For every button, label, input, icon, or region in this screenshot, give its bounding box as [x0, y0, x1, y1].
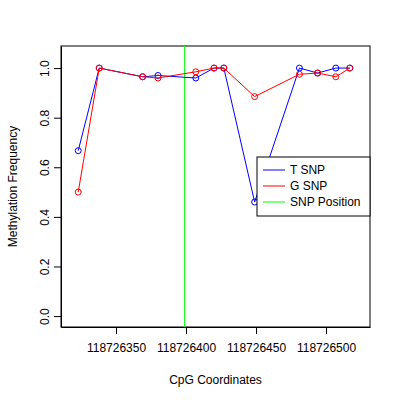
series-point	[333, 65, 339, 71]
legend-box	[257, 157, 370, 216]
x-tick: 118726400	[157, 327, 217, 355]
x-tick-mark	[326, 327, 327, 334]
series-point	[315, 70, 321, 76]
series-point	[155, 75, 161, 81]
x-tick-label: 118726450	[227, 341, 287, 355]
y-tick-mark	[54, 266, 61, 267]
y-tick-label: 0.6	[38, 159, 52, 176]
y-tick-mark	[54, 118, 61, 119]
y-tick-mark	[54, 316, 61, 317]
y-axis-title: Methylation Frequency	[6, 126, 20, 247]
snp-position-line	[184, 46, 185, 327]
legend-label: G SNP	[290, 179, 327, 193]
x-tick-label: 118726350	[87, 341, 147, 355]
legend-label: SNP Position	[290, 195, 360, 209]
y-tick: 0.6	[38, 159, 61, 176]
series-point	[193, 69, 199, 75]
series-point	[333, 74, 339, 80]
y-tick-mark	[54, 68, 61, 69]
x-tick-mark	[116, 327, 117, 334]
y-tick: 0.2	[38, 258, 61, 275]
y-tick-label: 0.0	[38, 308, 52, 325]
y-tick-mark	[54, 167, 61, 168]
legend-swatch	[263, 170, 285, 171]
x-tick: 118726500	[297, 327, 357, 355]
y-tick-mark	[54, 217, 61, 218]
series-point	[211, 65, 217, 71]
x-tick-mark	[256, 327, 257, 334]
y-tick: 0.8	[38, 110, 61, 127]
series-point	[75, 189, 81, 195]
y-tick: 0.0	[38, 308, 61, 325]
y-tick-label: 0.8	[38, 110, 52, 127]
x-tick: 118726350	[87, 327, 147, 355]
series-point	[75, 148, 81, 154]
x-axis-title: CpG Coordinates	[169, 373, 262, 387]
legend-swatch	[263, 186, 285, 187]
y-tick-label: 0.4	[38, 209, 52, 226]
legend-label: T SNP	[290, 163, 325, 177]
plot-frame	[61, 46, 370, 327]
series-point	[193, 75, 199, 81]
series-line	[78, 68, 350, 202]
series-point	[296, 71, 302, 77]
x-axis: 118726350 118726400 118726450 118726500	[62, 327, 371, 355]
x-tick: 118726450	[227, 327, 287, 355]
x-tick-label: 118726400	[157, 341, 217, 355]
series-point	[347, 65, 353, 71]
chart: 1187263501187264001187264501187265000.00…	[0, 0, 400, 400]
legend-swatch	[263, 202, 285, 203]
series-point	[221, 65, 227, 71]
series-point	[252, 94, 258, 100]
y-tick: 0.4	[38, 209, 61, 226]
y-tick-label: 1.0	[38, 60, 52, 77]
series-point	[140, 74, 146, 80]
y-axis: 0.0 0.2 0.4 0.6 0.8 1.0	[38, 47, 62, 328]
x-tick-mark	[186, 327, 187, 334]
plot-area	[75, 46, 353, 327]
series-line	[78, 68, 350, 192]
y-tick: 1.0	[38, 60, 61, 77]
y-tick-label: 0.2	[38, 258, 52, 275]
legend: T SNP G SNP SNP Position	[257, 157, 370, 216]
x-tick-label: 118726500	[297, 341, 357, 355]
series-point	[296, 65, 302, 71]
series-point	[96, 65, 102, 71]
